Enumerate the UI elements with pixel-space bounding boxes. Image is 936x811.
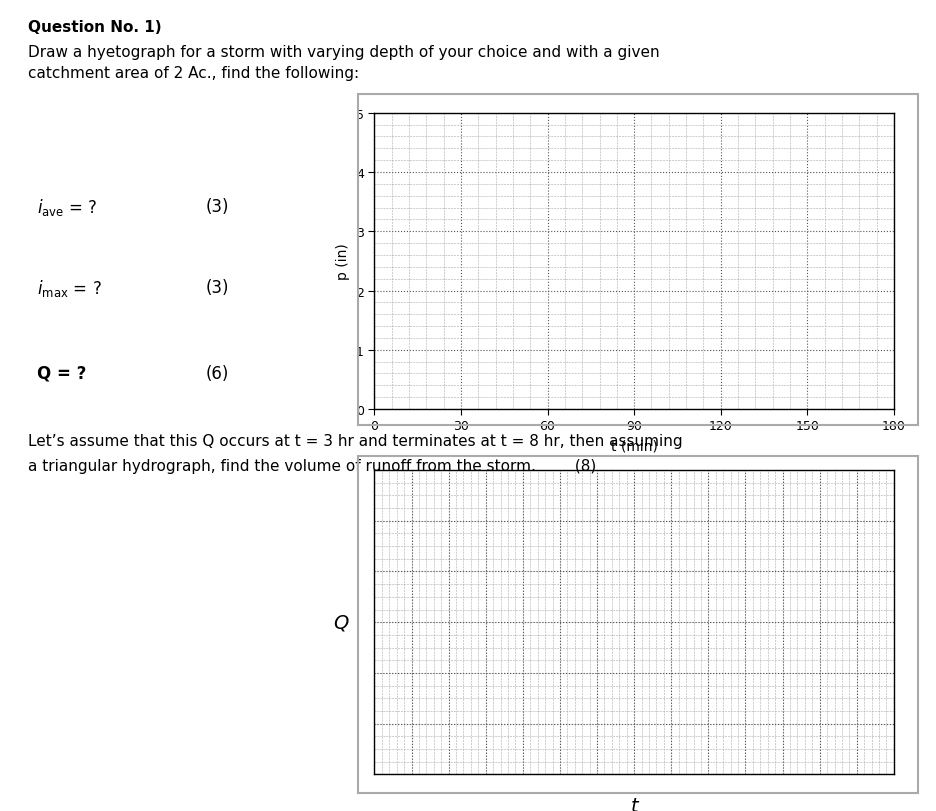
Text: (3): (3) — [206, 198, 229, 216]
Text: Draw a hyetograph for a storm with varying depth of your choice and with a given: Draw a hyetograph for a storm with varyi… — [28, 45, 660, 80]
Text: $\it{i}$$_{\rm{ave}}$ = ?: $\it{i}$$_{\rm{ave}}$ = ? — [37, 196, 98, 217]
Text: Q = ?: Q = ? — [37, 364, 87, 382]
Text: (6): (6) — [206, 364, 229, 382]
Text: Let’s assume that this Q occurs at t = 3 hr and terminates at t = 8 hr, then ass: Let’s assume that this Q occurs at t = 3… — [28, 434, 682, 448]
Text: t: t — [630, 796, 638, 811]
X-axis label: t (min): t (min) — [610, 439, 658, 453]
Text: $\it{i}$$_{\rm{max}}$ = ?: $\it{i}$$_{\rm{max}}$ = ? — [37, 277, 102, 298]
Text: a triangular hydrograph, find the volume of runoff from the storm.        (8): a triangular hydrograph, find the volume… — [28, 458, 596, 473]
Text: Q: Q — [333, 613, 348, 632]
Y-axis label: p (in): p (in) — [336, 243, 350, 280]
Text: (3): (3) — [206, 279, 229, 297]
Text: Question No. 1): Question No. 1) — [28, 20, 162, 35]
